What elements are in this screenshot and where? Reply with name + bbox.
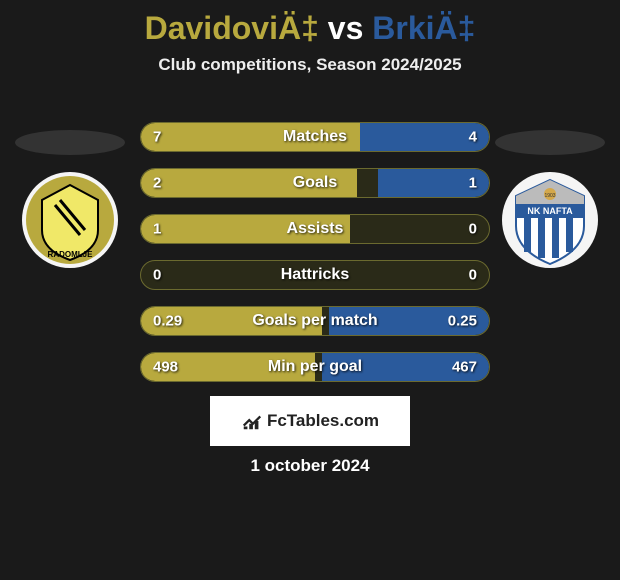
- stat-label: Assists: [141, 220, 489, 238]
- crest-right-svg: 1903 NK NAFTA: [500, 170, 600, 270]
- crest-left-svg: RADOMLJE: [20, 170, 120, 270]
- footer-brand-logo: FcTables.com: [210, 396, 410, 446]
- stat-label: Matches: [141, 128, 489, 146]
- subtitle: Club competitions, Season 2024/2025: [0, 55, 620, 75]
- stat-row-assists: 10Assists: [140, 214, 490, 244]
- stat-label: Goals: [141, 174, 489, 192]
- title-left-player: DavidoviÄ‡: [145, 10, 319, 46]
- page-title: DavidoviÄ‡ vs BrkiÄ‡: [0, 0, 620, 47]
- club-crest-right: 1903 NK NAFTA: [500, 170, 600, 270]
- svg-text:RADOMLJE: RADOMLJE: [48, 250, 94, 259]
- footer-date: 1 october 2024: [0, 456, 620, 476]
- stat-row-min-per-goal: 498467Min per goal: [140, 352, 490, 382]
- stat-row-goals: 21Goals: [140, 168, 490, 198]
- comparison-bars: 74Matches 21Goals 10Assists 00Hattricks 0.29…: [140, 122, 490, 398]
- crest-oval-shadow: [495, 130, 605, 155]
- stat-row-hattricks: 00Hattricks: [140, 260, 490, 290]
- stat-label: Goals per match: [141, 312, 489, 330]
- title-vs: vs: [328, 10, 364, 46]
- stat-row-matches: 74Matches: [140, 122, 490, 152]
- chart-icon: [241, 410, 263, 432]
- svg-text:1903: 1903: [544, 193, 555, 199]
- footer-brand-text: FcTables.com: [267, 411, 379, 431]
- stat-label: Min per goal: [141, 358, 489, 376]
- crest-oval-shadow: [15, 130, 125, 155]
- svg-text:NK NAFTA: NK NAFTA: [527, 206, 573, 216]
- stat-label: Hattricks: [141, 266, 489, 284]
- stat-row-goals-per-match: 0.290.25Goals per match: [140, 306, 490, 336]
- club-crest-left: RADOMLJE: [20, 170, 120, 270]
- title-right-player: BrkiÄ‡: [372, 10, 475, 46]
